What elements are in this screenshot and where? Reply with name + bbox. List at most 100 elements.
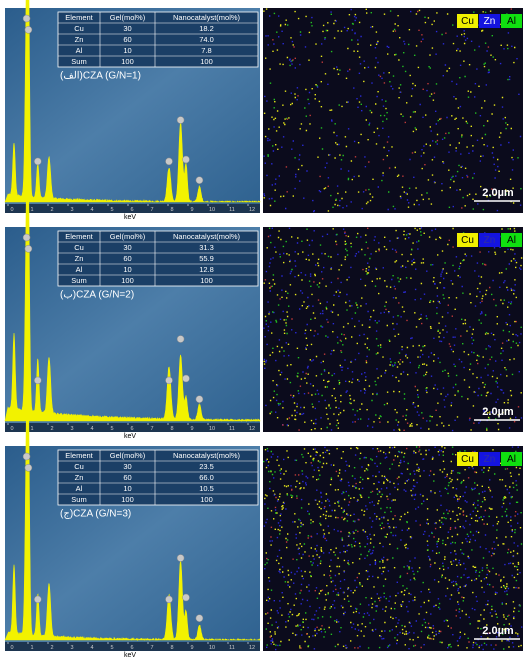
table-header: Element [65, 13, 93, 22]
table-background [57, 230, 259, 287]
x-tick-label: 11 [229, 426, 235, 432]
peak-marker [34, 157, 42, 166]
table-cell: 10 [123, 484, 131, 493]
x-axis-strip [5, 204, 260, 213]
table-cell: Cu [74, 462, 84, 471]
table-cell: 10 [123, 265, 131, 274]
x-axis-label: keV [124, 652, 136, 657]
x-tick-label: 11 [229, 645, 235, 651]
peak-marker [182, 155, 190, 164]
peak-marker [195, 614, 204, 622]
x-axis-strip [5, 642, 260, 651]
table-cell: 18.2 [199, 24, 214, 33]
x-axis-strip [5, 423, 260, 432]
table-cell: Al [76, 484, 83, 493]
peak-marker [22, 14, 31, 23]
peak-marker [165, 595, 173, 604]
peak-marker [24, 26, 33, 34]
peak-marker [195, 176, 204, 184]
x-tick-label: 10 [209, 426, 215, 432]
table-cell: 100 [121, 495, 134, 504]
x-tick-label: 9 [190, 207, 193, 213]
table-cell: 30 [123, 24, 131, 33]
peak-marker [182, 374, 190, 383]
spectrum [4, 132, 261, 423]
x-tick-label: 3 [70, 426, 73, 432]
table-background [57, 11, 259, 68]
x-tick-label: 3 [70, 645, 73, 651]
table-header: Gel(mol%) [110, 232, 146, 241]
legend-swatch [501, 233, 522, 247]
x-tick-label: 7 [150, 207, 153, 213]
spectrum [4, 0, 261, 204]
peak-marker [182, 593, 190, 602]
x-tick-label: 6 [130, 426, 133, 432]
x-tick-label: 7 [150, 426, 153, 432]
table-cell: 60 [123, 473, 131, 482]
table-cell: Sum [71, 495, 86, 504]
peak-marker [195, 395, 204, 403]
map-background [263, 446, 523, 651]
table-header: Nanocatalyst(mol%) [173, 13, 241, 22]
peak-marker [22, 233, 31, 242]
table-cell: 10 [123, 46, 131, 55]
x-tick-label: 0 [10, 207, 13, 213]
legend-swatch [479, 233, 500, 247]
legend-swatch [457, 14, 478, 28]
legend-label: Cu [461, 454, 474, 465]
table-cell: 100 [200, 276, 213, 285]
x-tick-label: 2 [50, 645, 53, 651]
x-tick-label: 4 [90, 645, 93, 651]
table-cell: Al [76, 46, 83, 55]
x-tick-label: 0 [10, 645, 13, 651]
table-cell: 100 [200, 57, 213, 66]
x-tick-label: 5 [110, 207, 113, 213]
map-background [263, 227, 523, 432]
legend-swatch [501, 452, 522, 466]
x-tick-label: 10 [209, 207, 215, 213]
panel-label: (ج)CZA (G/N=3) [60, 509, 131, 520]
spectrum [4, 353, 261, 642]
table-cell: Zn [75, 473, 84, 482]
legend-label: Zn [484, 16, 496, 27]
table-header: Nanocatalyst(mol%) [173, 232, 241, 241]
legend-label: Al [507, 235, 516, 246]
x-tick-label: 2 [50, 207, 53, 213]
legend-swatch [501, 14, 522, 28]
peak-marker [34, 376, 42, 385]
x-tick-label: 4 [90, 426, 93, 432]
table-cell: Zn [75, 254, 84, 263]
table-cell: 74.0 [199, 35, 214, 44]
table-cell: 66.0 [199, 473, 214, 482]
table-cell: 31.3 [199, 243, 214, 252]
legend-swatch [479, 452, 500, 466]
scale-bar-label: 2.0µm [482, 187, 514, 199]
panel-label: (الف)CZA (G/N=1) [60, 71, 141, 82]
scale-bar-label: 2.0µm [482, 625, 514, 637]
peak-marker [165, 157, 173, 166]
x-axis-label: keV [124, 433, 136, 440]
table-cell: 100 [200, 495, 213, 504]
table-cell: 12.8 [199, 265, 214, 274]
x-tick-label: 5 [110, 426, 113, 432]
table-cell: Zn [75, 35, 84, 44]
table-header: Element [65, 451, 93, 460]
table-cell: 55.9 [199, 254, 214, 263]
peak-marker [176, 554, 185, 562]
x-tick-label: 8 [170, 426, 173, 432]
x-tick-label: 1 [30, 426, 33, 432]
legend-label: Cu [461, 235, 474, 246]
map-background [263, 8, 523, 213]
table-cell: 100 [121, 57, 134, 66]
peak-marker [24, 464, 33, 472]
panel-label: (ب)CZA (G/N=2) [60, 290, 134, 301]
x-tick-label: 8 [170, 645, 173, 651]
x-tick-label: 9 [190, 426, 193, 432]
legend-label: Cu [461, 16, 474, 27]
x-tick-label: 3 [70, 207, 73, 213]
x-tick-label: 1 [30, 207, 33, 213]
table-header: Nanocatalyst(mol%) [173, 451, 241, 460]
